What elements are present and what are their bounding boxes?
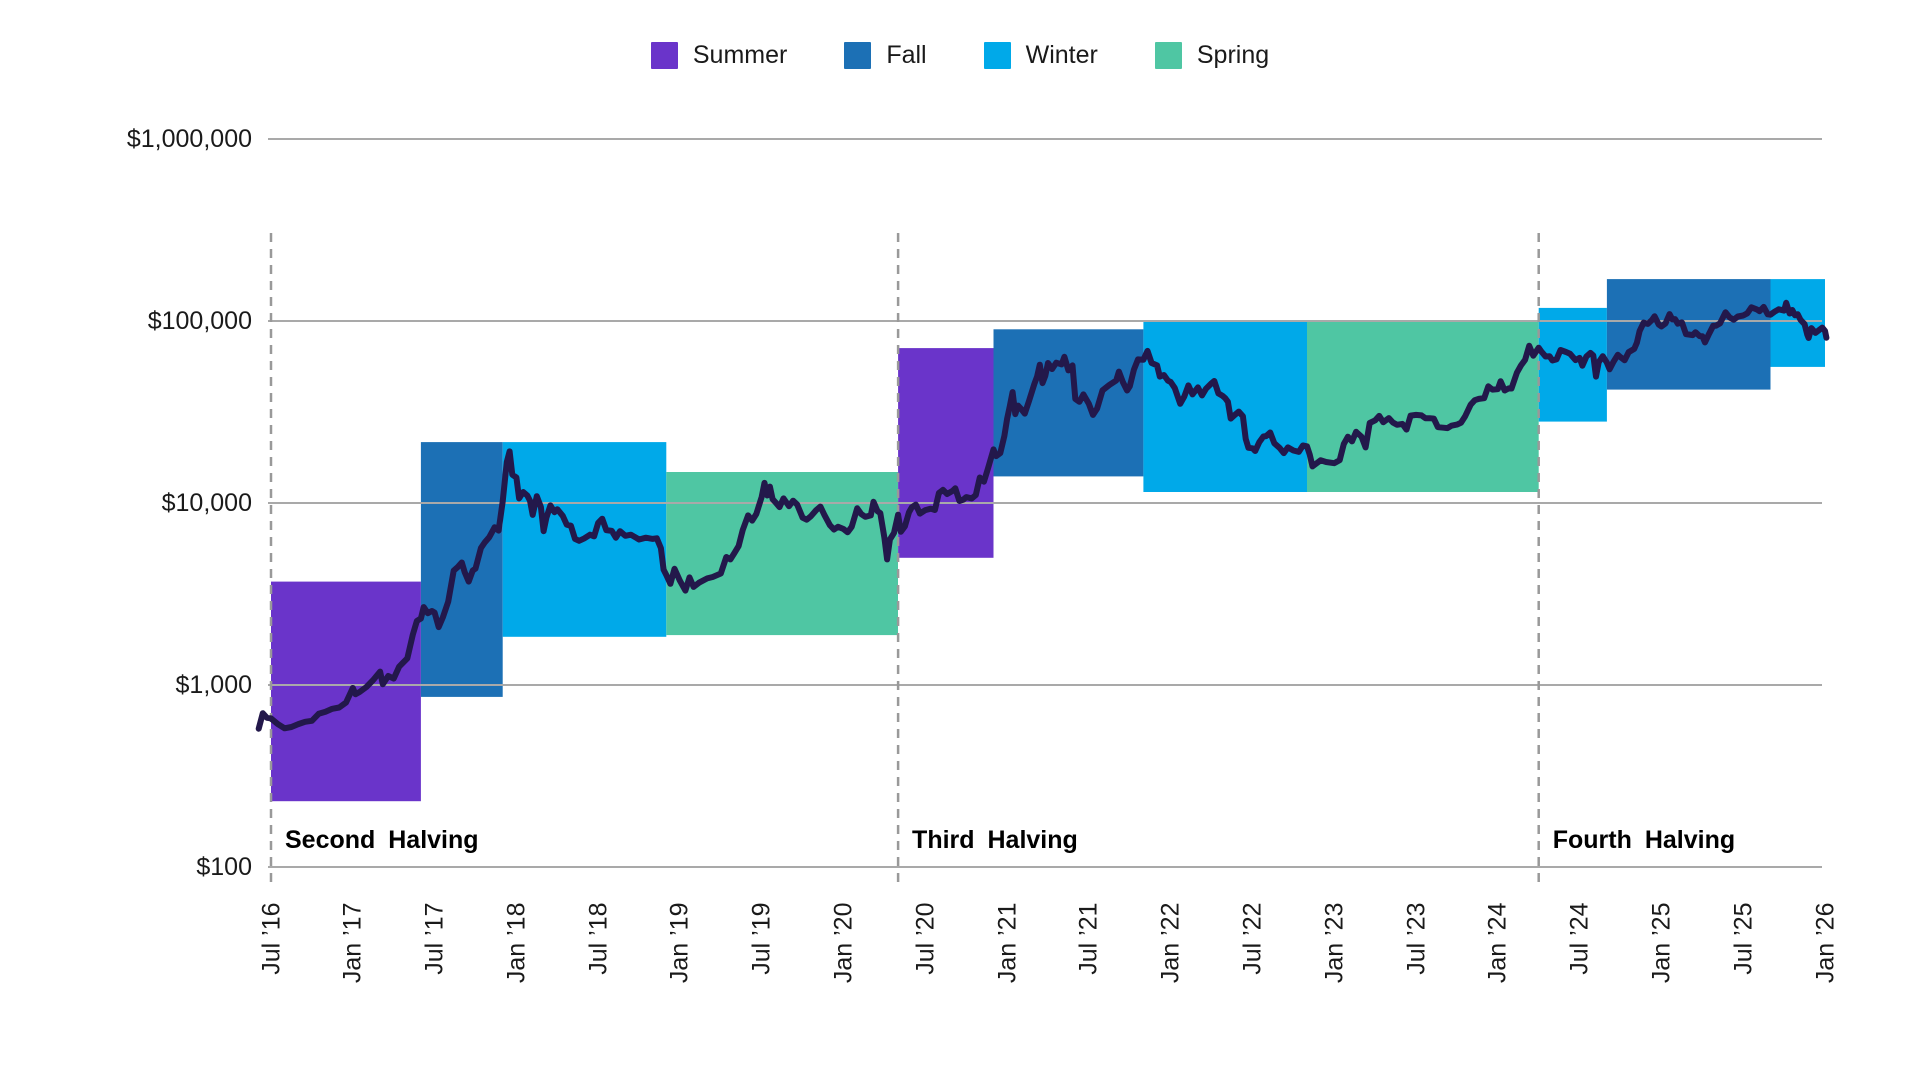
y-tick-label: $100,000 (147, 307, 252, 335)
x-tick-label: Jan ’22 (1156, 902, 1185, 984)
y-tick-label: $1,000,000 (126, 125, 252, 153)
season-band-winter-10 (1770, 279, 1825, 367)
legend-item-summer[interactable]: Summer (650, 41, 788, 69)
x-tick-label: Jan ’18 (502, 902, 531, 984)
x-tick-label: Jul ’16 (257, 902, 285, 975)
x-tick-label: Jan ’23 (1320, 902, 1349, 984)
halving-label-2: Fourth Halving (1552, 826, 1736, 854)
x-tick-label: Jul ’21 (1074, 902, 1103, 975)
halving-label-1: Third Halving (912, 826, 1078, 854)
y-tick-label: $10,000 (161, 489, 252, 517)
legend-label: Winter (1025, 41, 1098, 69)
legend: Summer Fall Winter Spring (0, 42, 1920, 69)
x-tick-label: Jul ’25 (1729, 902, 1758, 975)
x-tick-label: Jan ’20 (829, 902, 858, 984)
y-tick-label: $1,000 (175, 671, 252, 699)
x-tick-label: Jul ’20 (911, 902, 940, 975)
x-tick-label: Jan ’26 (1811, 902, 1839, 984)
x-tick-label: Jan ’21 (993, 902, 1022, 984)
price-line (255, 299, 1830, 732)
x-tick-label: Jul ’23 (1402, 902, 1431, 975)
legend-label: Summer (692, 41, 788, 69)
x-tick-label: Jul ’22 (1238, 902, 1267, 975)
season-band-summer-0 (271, 581, 421, 802)
x-tick-label: Jan ’19 (665, 902, 694, 984)
x-tick-label: Jul ’17 (420, 902, 449, 975)
legend-item-winter[interactable]: Winter (983, 41, 1098, 69)
fall-swatch-icon (844, 42, 872, 69)
summer-swatch-icon (650, 42, 678, 69)
x-tick-label: Jul ’18 (584, 902, 613, 975)
spring-swatch-icon (1154, 42, 1182, 69)
legend-label: Fall (886, 41, 927, 69)
season-band-spring-7 (1307, 321, 1539, 492)
winter-swatch-icon (983, 42, 1011, 69)
legend-item-spring[interactable]: Spring (1154, 41, 1270, 69)
season-band-summer-4 (898, 348, 994, 558)
x-tick-label: Jan ’25 (1647, 902, 1676, 984)
halving-label-0: Second Halving (285, 826, 479, 854)
legend-item-fall[interactable]: Fall (844, 41, 927, 69)
season-band-winter-6 (1143, 321, 1307, 492)
x-tick-label: Jul ’19 (747, 902, 776, 975)
x-tick-label: Jul ’24 (1565, 902, 1594, 975)
y-tick-label: $100 (196, 853, 252, 881)
legend-label: Spring (1196, 41, 1270, 69)
x-tick-label: Jan ’17 (338, 902, 367, 984)
x-tick-label: Jan ’24 (1483, 902, 1512, 984)
